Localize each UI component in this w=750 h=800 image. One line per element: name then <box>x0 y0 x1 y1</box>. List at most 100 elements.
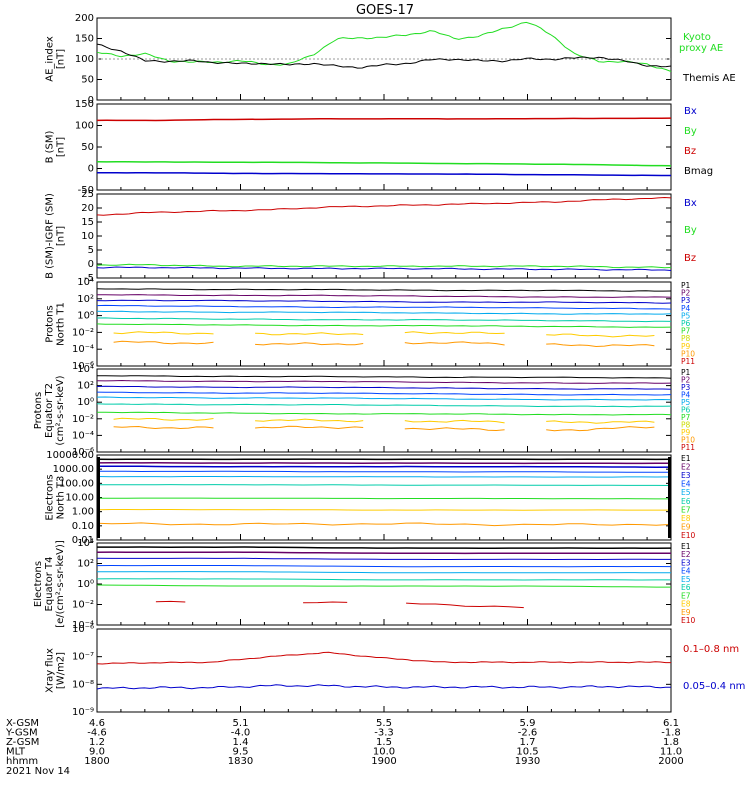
electrons-t3-panel-tick-label: 10000.00 <box>46 450 94 461</box>
b-igrf-by-line <box>96 263 672 269</box>
b-igrf-panel-ylabel: [nT] <box>56 226 67 246</box>
electrons-t4-panel-tick-label: 10⁴ <box>77 538 94 549</box>
protons-t1-p8-line <box>113 331 214 335</box>
legend-e1: E1 <box>681 542 691 551</box>
b-sm-panel-ylabel: B (SM) <box>45 130 56 163</box>
legend-p3: P3 <box>681 383 691 392</box>
electrons-t4-e2-line <box>96 551 671 555</box>
protons-t1-panel-tick-label: 10⁻⁴ <box>72 344 94 355</box>
protons-t2-p8-line <box>113 417 214 421</box>
protons-t2-p9-line <box>404 427 505 432</box>
ephemeris-value: 6.1 <box>663 718 679 729</box>
electrons-t4-panel-tick-label: 10⁻⁴ <box>72 620 94 631</box>
electrons-t4-e8-line <box>303 601 348 604</box>
protons-t1-p9-line <box>404 341 505 346</box>
protons-t2-p8-line <box>546 420 655 424</box>
protons-t1-p8-line <box>255 332 364 336</box>
protons-t1-p8-line <box>404 331 505 335</box>
electrons-t4-e6-line <box>96 578 671 581</box>
protons-t2-panel-tick-label: 10² <box>77 381 94 392</box>
protons-t1-panel-ylabel: Protons <box>45 305 56 342</box>
electrons-t3-panel-tick-label: 0.10 <box>72 521 94 532</box>
b-igrf-panel-tick-label: 20 <box>81 203 94 214</box>
protons-t2-panel-tick-label: 10⁻² <box>72 414 94 425</box>
electrons-t3-panel-tick-label: 100.00 <box>59 478 94 489</box>
legend-xray-long: 0.1–0.8 nm <box>683 644 739 655</box>
xray-panel-ylabel: [W/m2] <box>56 652 67 689</box>
xray-long-line <box>96 651 671 665</box>
protons-t2-p4-line <box>96 391 672 396</box>
ephemeris-row-label: MLT <box>6 747 26 758</box>
legend-p8: P8 <box>681 421 691 430</box>
ephemeris-value: -4.0 <box>231 728 251 739</box>
electrons-t3-panel-tick-label: 0.01 <box>72 535 94 546</box>
ephemeris-date: 2021 Nov 14 <box>6 766 70 777</box>
electrons-t4-e7-line <box>96 584 671 588</box>
protons-t1-p5-line <box>96 310 672 315</box>
electrons-t4-e4-line <box>96 564 672 568</box>
electrons-t3-panel-tick-label: 1000.00 <box>53 464 94 475</box>
legend-p3: P3 <box>681 296 691 305</box>
ephemeris-value: -4.6 <box>87 728 107 739</box>
legend-e4: E4 <box>681 480 691 489</box>
ephemeris-value: 1830 <box>228 756 253 767</box>
protons-t2-p2-line <box>96 379 672 384</box>
ae-panel-tick-label: 100 <box>75 54 94 65</box>
protons-t2-p7-line <box>96 411 672 416</box>
ephemeris-row-label: Y-GSM <box>5 728 38 739</box>
protons-t1-panel-tick-label: 10⁴ <box>77 277 94 288</box>
electrons-t4-panel-tick-label: 10² <box>77 559 94 570</box>
legend-e4: E4 <box>681 567 691 576</box>
legend-p7: P7 <box>681 327 691 336</box>
legend-bsm-by: By <box>684 126 697 137</box>
xray-panel-tick-label: 10⁻⁶ <box>72 624 94 635</box>
ephemeris-value: 2000 <box>658 756 683 767</box>
legend-p10: P10 <box>681 349 695 358</box>
legend-p5: P5 <box>681 311 691 320</box>
protons-t1-p1-line <box>96 288 672 292</box>
legend-p2: P2 <box>681 289 691 298</box>
legend-p1: P1 <box>681 281 691 290</box>
protons-t1-p4-line <box>96 304 672 310</box>
protons-t2-p9-line <box>113 425 214 430</box>
b-sm-panel-tick-label: 100 <box>75 121 94 132</box>
b-igrf-panel-tick-label: 15 <box>81 217 94 228</box>
ae-panel-ylabel: [nT] <box>56 49 67 69</box>
b-igrf-panel-tick-label: 25 <box>81 189 94 200</box>
electrons-t4-panel-ylabel: Equator T4 <box>44 557 55 612</box>
electrons-t3-e5-line <box>96 475 672 478</box>
ephemeris-value: 5.1 <box>233 718 249 729</box>
electrons-t4-e3-line <box>96 557 671 561</box>
b-igrf-bz-line <box>96 196 672 216</box>
b-sm-panel-tick-label: 150 <box>75 99 94 110</box>
legend-p6: P6 <box>681 406 691 415</box>
xray-panel-ylabel: Xray flux <box>45 648 56 693</box>
protons-t2-p6-line <box>96 403 672 408</box>
legend-kyoto: Kyoto <box>683 32 711 43</box>
xray-panel-tick-label: 10⁻⁸ <box>72 679 94 690</box>
ephemeris-value: 1930 <box>515 756 540 767</box>
legend-e6: E6 <box>681 497 691 506</box>
protons-t1-panel-tick-label: 10² <box>77 294 94 305</box>
legend-bigrf-bx: Bx <box>684 198 697 209</box>
b-sm-panel-tick-label: 0 <box>88 164 94 175</box>
ae-panel-tick-label: 50 <box>81 75 94 86</box>
protons-t1-p7-line <box>96 323 672 328</box>
xray-panel-tick-label: 10⁻⁹ <box>72 707 94 718</box>
ephemeris-value: 1.4 <box>233 737 249 748</box>
ephemeris-value: 1900 <box>371 756 396 767</box>
b-igrf-panel-tick-label: 0 <box>88 259 94 270</box>
ephemeris-value: 10.0 <box>373 747 395 758</box>
legend-e5: E5 <box>681 575 691 584</box>
ephemeris-value: -3.3 <box>374 728 394 739</box>
protons-t2-p8-line <box>404 419 505 424</box>
ephemeris-value: 4.6 <box>89 718 105 729</box>
protons-t2-panel-ylabel: (cm²-s-sr-keV) <box>55 375 66 445</box>
b-igrf-bx-line <box>96 266 672 271</box>
kyoto-proxy-ae-line <box>96 21 672 72</box>
legend-p1: P1 <box>681 368 691 377</box>
ephemeris-value: -2.6 <box>518 728 538 739</box>
ephemeris-value: 5.9 <box>520 718 536 729</box>
